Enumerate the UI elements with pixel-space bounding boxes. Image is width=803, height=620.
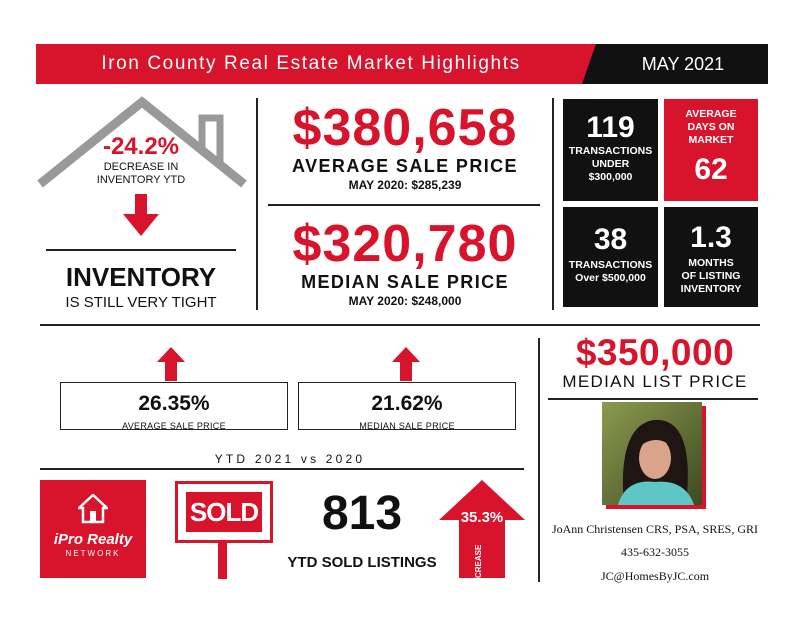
ytd-caption: YTD 2021 vs 2020 bbox=[214, 452, 366, 466]
ytd-median-change: 21.62% bbox=[371, 392, 443, 415]
agent-name: JoAnn Christensen CRS, PSA, SRES, GRI bbox=[551, 522, 759, 536]
sold-count: 813 bbox=[321, 487, 403, 540]
stat-label: DAYS ON bbox=[687, 121, 735, 133]
section-divider bbox=[40, 324, 760, 326]
ytd-divider bbox=[40, 468, 524, 470]
report-date: MAY 2021 bbox=[641, 54, 725, 74]
ytd-median-box: 21.62% MEDIAN SALE PRICE bbox=[298, 382, 516, 431]
increase-label: INCREASE bbox=[474, 544, 483, 586]
inventory-divider bbox=[46, 249, 236, 251]
median-sale-block: $320,780 MEDIAN SALE PRICE MAY 2020: $24… bbox=[262, 214, 548, 308]
average-sale-value: $380,658 bbox=[292, 99, 518, 157]
inventory-change-label-2: INVENTORY YTD bbox=[96, 174, 186, 186]
brand-network: NETWORK bbox=[65, 549, 121, 558]
stat-label: $300,000 bbox=[588, 171, 633, 183]
stat-label: AVERAGE bbox=[685, 108, 737, 120]
ytd-average-label: AVERAGE SALE PRICE bbox=[122, 421, 226, 431]
house-logo-icon bbox=[78, 494, 108, 524]
agent-phone: 435-632-3055 bbox=[621, 545, 689, 559]
header-date-bar bbox=[582, 44, 768, 84]
page-title: Iron County Real Estate Market Highlight… bbox=[101, 53, 521, 74]
house-outline-icon bbox=[37, 96, 247, 188]
inventory-subtitle: IS STILL VERY TIGHT bbox=[65, 294, 217, 311]
up-arrow-icon bbox=[157, 347, 185, 381]
header-bar bbox=[36, 44, 596, 84]
inventory-change-label-1: DECREASE IN bbox=[103, 161, 179, 173]
stat-box-transactions-over: 38 TRANSACTIONS Over $500,000 bbox=[563, 207, 658, 307]
divider-vertical-bottom bbox=[538, 338, 540, 582]
ytd-median-label: MEDIAN SALE PRICE bbox=[359, 421, 455, 431]
stat-label: UNDER bbox=[591, 158, 630, 170]
stat-label: TRANSACTIONS bbox=[568, 145, 653, 157]
median-list-divider bbox=[548, 398, 758, 400]
average-sale-prior: MAY 2020: $285,239 bbox=[348, 178, 462, 192]
brand-logo: iPro Realty NETWORK bbox=[40, 480, 146, 578]
sold-sign-panel bbox=[186, 492, 262, 532]
stat-value: 62 bbox=[694, 153, 728, 186]
brand-name: iPro Realty bbox=[53, 531, 133, 548]
stat-label: MONTHS bbox=[688, 257, 734, 269]
increase-arrow-icon bbox=[439, 480, 525, 578]
stat-box-days-on-market: AVERAGE DAYS ON MARKET 62 bbox=[664, 99, 758, 201]
median-list-block: $350,000 MEDIAN LIST PRICE bbox=[545, 332, 765, 392]
average-sale-block: $380,658 AVERAGE SALE PRICE MAY 2020: $2… bbox=[262, 98, 548, 192]
increase-percent: 35.3% bbox=[460, 509, 504, 526]
inventory-change: -24.2% DECREASE IN INVENTORY YTD bbox=[76, 133, 206, 187]
ytd-average-box: 26.35% AVERAGE SALE PRICE bbox=[60, 382, 288, 431]
median-sale-prior: MAY 2020: $248,000 bbox=[348, 294, 462, 308]
stat-box-months-inventory: 1.3 MONTHS OF LISTING INVENTORY bbox=[664, 207, 758, 307]
stat-label: INVENTORY bbox=[680, 283, 742, 295]
divider-vertical-left bbox=[256, 98, 258, 310]
ytd-average-change: 26.35% bbox=[138, 392, 210, 415]
median-list-label: MEDIAN LIST PRICE bbox=[562, 372, 748, 391]
sold-sign-post bbox=[218, 543, 227, 579]
average-sale-label: AVERAGE SALE PRICE bbox=[292, 156, 518, 176]
sold-sign-text: SOLD bbox=[189, 497, 259, 527]
median-sale-label: MEDIAN SALE PRICE bbox=[301, 272, 509, 292]
portrait-image bbox=[602, 402, 702, 505]
stat-box-transactions-under: 119 TRANSACTIONS UNDER $300,000 bbox=[563, 99, 658, 201]
stat-label: OF LISTING bbox=[681, 270, 741, 282]
agent-email[interactable]: JC@HomesByJC.com bbox=[600, 569, 710, 583]
down-arrow-icon bbox=[123, 194, 159, 236]
agent-photo bbox=[602, 402, 702, 505]
center-divider bbox=[268, 204, 540, 206]
inventory-block: INVENTORY IS STILL VERY TIGHT bbox=[36, 262, 246, 311]
median-sale-value: $320,780 bbox=[292, 215, 518, 273]
stat-label: Over $500,000 bbox=[575, 272, 646, 284]
stat-value: 38 bbox=[593, 223, 628, 256]
stat-value: 119 bbox=[586, 111, 635, 144]
inventory-change-value: -24.2% bbox=[102, 133, 180, 160]
stat-label: TRANSACTIONS bbox=[568, 259, 653, 271]
stat-value: 1.3 bbox=[690, 221, 732, 254]
sold-sign: SOLD bbox=[175, 481, 273, 543]
stat-label: MARKET bbox=[688, 134, 734, 146]
sold-label: YTD SOLD LISTINGS bbox=[287, 554, 437, 571]
inventory-title: INVENTORY bbox=[65, 262, 217, 292]
median-list-value: $350,000 bbox=[575, 332, 735, 373]
up-arrow-icon bbox=[392, 347, 420, 381]
divider-vertical-right bbox=[552, 98, 554, 310]
